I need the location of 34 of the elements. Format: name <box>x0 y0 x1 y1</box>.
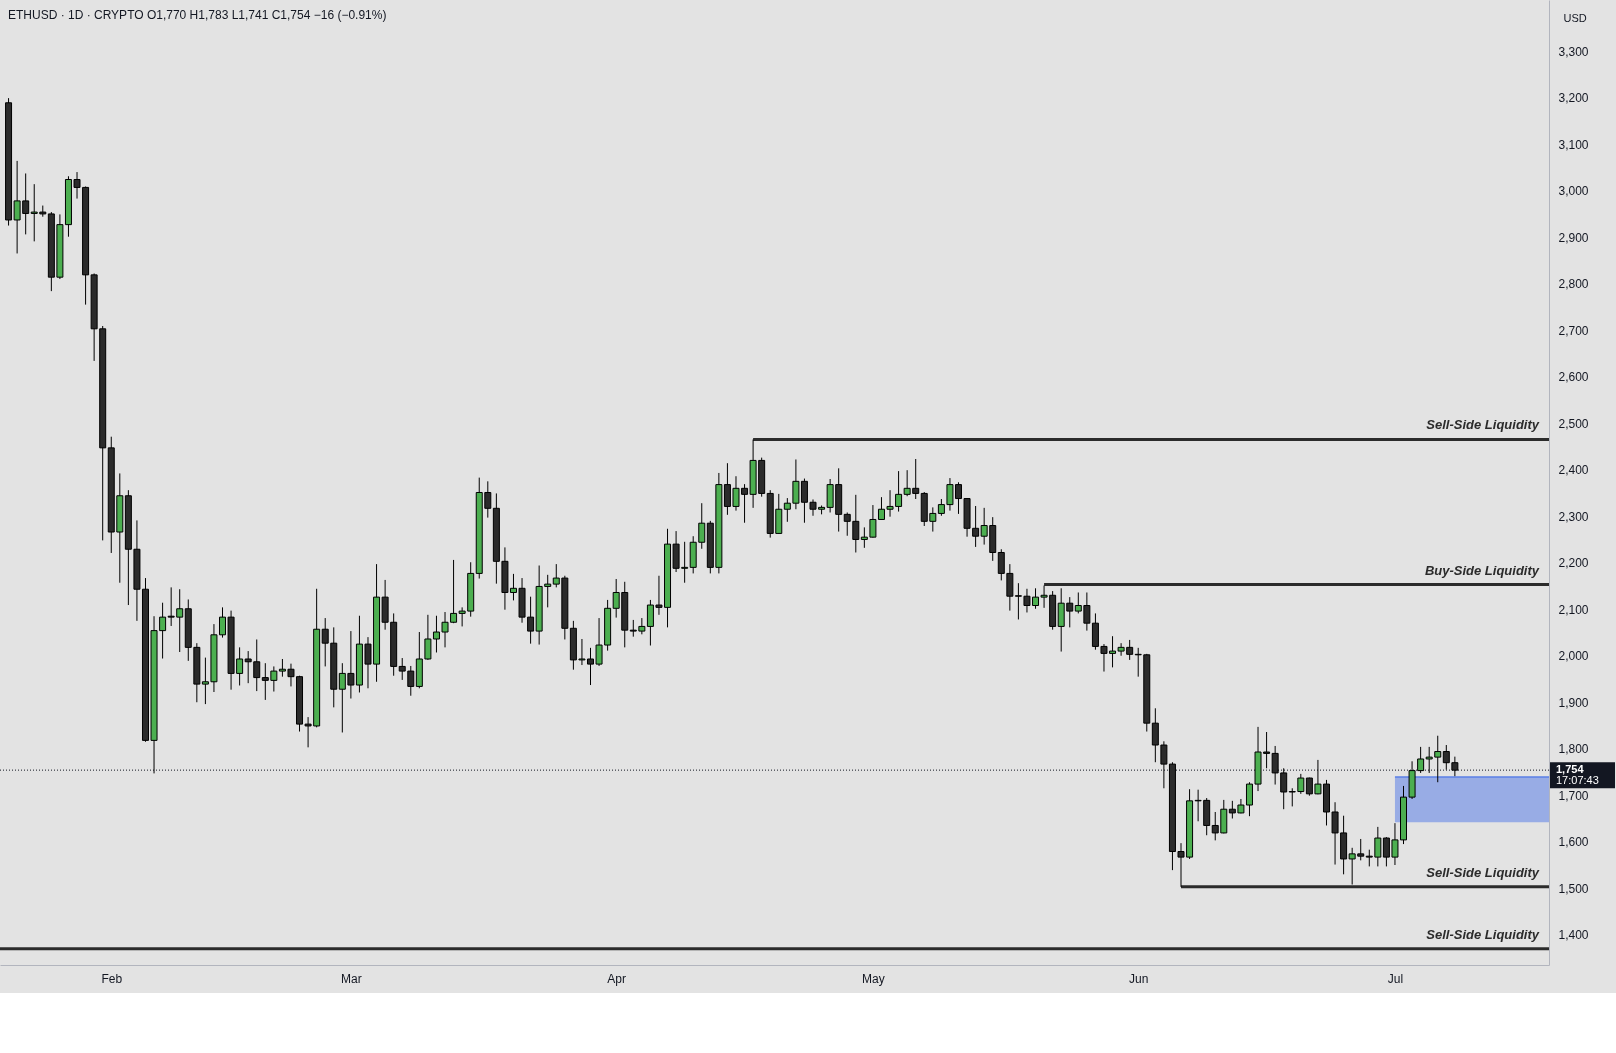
y-tick-label: 1,900 <box>1558 695 1589 710</box>
series-label: Sell-Side Liquidity <box>1426 926 1540 942</box>
ref-line-label: 1,754 <box>1556 763 1585 776</box>
y-tick-label: 2,600 <box>1558 370 1589 385</box>
y-tick-label: 2,900 <box>1558 230 1589 245</box>
y-tick-label: 1,700 <box>1558 788 1589 803</box>
series-label: Buy-Side Liquidity <box>1424 562 1540 578</box>
series-label: Sell-Side Liquidity <box>1426 417 1540 433</box>
x-tick-label: Mar <box>341 971 362 986</box>
x-tick-label: May <box>862 971 885 986</box>
series-label: Sell-Side Liquidity <box>1426 864 1540 880</box>
y-tick-label: 2,800 <box>1558 277 1589 292</box>
y-tick-label: 2,100 <box>1558 602 1589 617</box>
y-tick-label: 1,500 <box>1558 881 1589 896</box>
y-tick-label: 2,400 <box>1558 463 1589 478</box>
y-tick-label: 1,800 <box>1558 742 1589 757</box>
y-tick-label: 1,600 <box>1558 835 1589 850</box>
y-tick-label: 3,000 <box>1558 184 1589 199</box>
y-tick-label: 2,500 <box>1558 416 1589 431</box>
y-tick-label: 2,300 <box>1558 509 1589 524</box>
x-tick-label: Feb <box>101 971 123 986</box>
x-tick-label: Jun <box>1129 971 1149 986</box>
y-tick-label: 2,200 <box>1558 556 1589 571</box>
y-axis-title: USD <box>1563 11 1587 24</box>
y-tick-label: 3,100 <box>1558 137 1589 152</box>
x-tick-label: Jul <box>1387 971 1404 986</box>
text: ETHUSD · 1D · CRYPTO O1,770 H1,783 L1,741 C1,754 −16 (−0.91%) <box>8 8 387 22</box>
y-tick-label: 3,300 <box>1558 44 1589 59</box>
y-tick-label: 2,000 <box>1558 649 1589 664</box>
x-tick-label: Apr <box>607 971 627 986</box>
text: 17:07:43 <box>1556 774 1599 787</box>
y-tick-label: 1,400 <box>1558 928 1589 943</box>
y-tick-label: 3,200 <box>1558 91 1589 106</box>
y-tick-label: 2,700 <box>1558 323 1589 338</box>
